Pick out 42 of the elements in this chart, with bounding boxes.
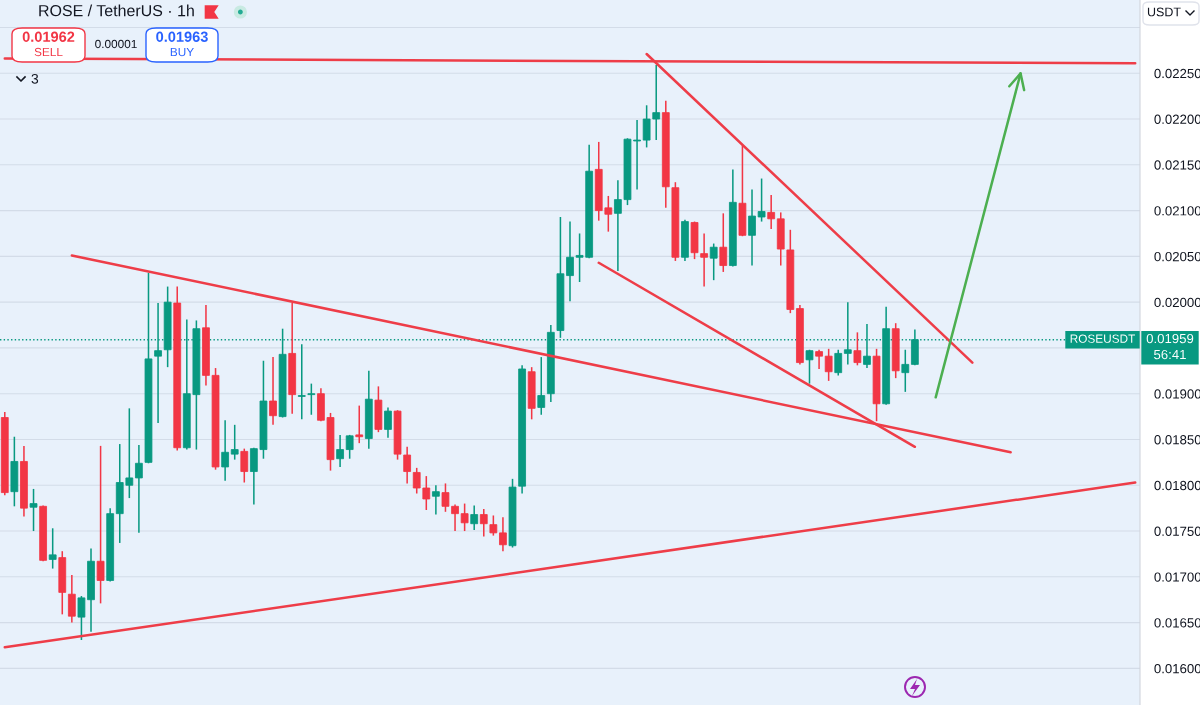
- candlestick: [230, 424, 239, 461]
- candlestick: [269, 356, 277, 426]
- annotation: SELL: [34, 47, 63, 57]
- candlestick: [135, 444, 143, 534]
- annotation: 0.00001: [95, 39, 137, 49]
- ref-line-label: ROSEUSDT: [1070, 334, 1136, 343]
- candlestick: [853, 331, 862, 367]
- annotation: BUY: [170, 47, 194, 57]
- candlestick: [700, 232, 708, 288]
- candlestick: [29, 488, 38, 532]
- chart-title: ROSE / TetherUS · 1h: [39, 4, 194, 17]
- candlestick: [221, 419, 229, 482]
- candlestick: [384, 406, 392, 439]
- candlestick: [470, 504, 479, 531]
- candlestick: [767, 194, 776, 230]
- candlestick: [96, 445, 105, 605]
- text: USDT: [1147, 7, 1181, 17]
- candlestick: [479, 508, 488, 538]
- candlestick: [901, 348, 910, 393]
- candlestick: [240, 447, 249, 484]
- candlestick: [48, 527, 57, 570]
- candlestick: [537, 356, 546, 416]
- candlestick: [499, 516, 507, 552]
- text: 56:41: [1154, 349, 1186, 360]
- candlestick: [460, 502, 469, 532]
- candlestick: [67, 574, 76, 624]
- candlestick: [824, 348, 833, 382]
- candlestick: [355, 404, 364, 444]
- candlestick: [709, 242, 718, 281]
- candlestick: [805, 348, 814, 385]
- candlestick: [719, 212, 728, 273]
- candlestick: [307, 382, 316, 416]
- candlestick: [815, 348, 823, 370]
- candlestick: [297, 343, 306, 421]
- candlestick: [489, 514, 498, 537]
- annotation: 0.01962: [22, 31, 75, 42]
- text: 0.01959: [1146, 333, 1194, 344]
- annotation: 3: [31, 73, 39, 84]
- candlestick: [432, 484, 440, 516]
- annotation: 0.01963: [156, 31, 208, 42]
- candlestick: [336, 434, 344, 468]
- candlestick: [834, 348, 843, 377]
